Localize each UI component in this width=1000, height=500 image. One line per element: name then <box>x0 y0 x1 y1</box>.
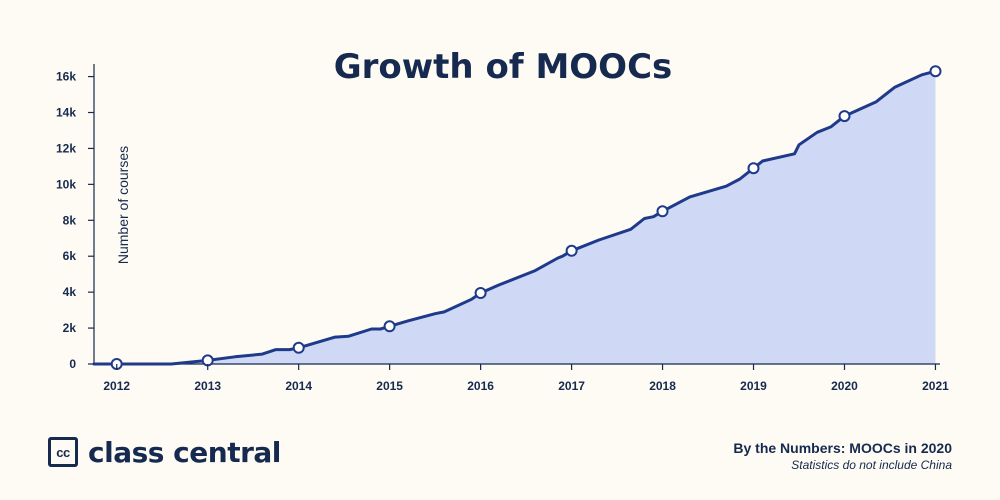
x-tick-label-2017: 2017 <box>558 379 585 393</box>
chart-title: Growth of MOOCs <box>334 47 673 87</box>
data-point-2015 <box>383 320 396 333</box>
data-point-2017 <box>565 244 578 257</box>
y-tick-label-14k: 14k <box>56 106 76 120</box>
y-tick-label-10k: 10k <box>56 177 76 191</box>
data-point-2013 <box>201 354 214 367</box>
footnote: By the Numbers: MOOCs in 2020 Statistics… <box>733 440 952 472</box>
x-tick-label-2015: 2015 <box>376 379 403 393</box>
area-layer <box>94 71 936 364</box>
data-point-2014 <box>292 341 305 354</box>
footnote-subtitle: Statistics do not include China <box>791 458 952 472</box>
y-tick-label-6k: 6k <box>63 249 77 263</box>
x-tick-label-2021: 2021 <box>922 379 949 393</box>
brand-lockup: cc class central <box>48 432 281 472</box>
area-fill <box>94 71 936 364</box>
brand-name: class central <box>88 435 281 469</box>
y-tick-label-12k: 12k <box>56 141 76 155</box>
y-axis-label: Number of courses <box>115 146 131 264</box>
footnote-title: By the Numbers: MOOCs in 2020 <box>733 440 952 456</box>
x-tick-label-2013: 2013 <box>194 379 221 393</box>
data-point-2019 <box>747 162 760 175</box>
y-tick-label-0: 0 <box>69 357 76 371</box>
x-tick-label-2014: 2014 <box>285 379 312 393</box>
axis-layer <box>93 64 940 365</box>
tick-layer: 0 2k 4k 6k 8k 10k 12k 14k 16k 2012 2013 2014 2015 201… <box>56 70 949 393</box>
x-tick-label-2012: 2012 <box>103 379 130 393</box>
y-tick-label-8k: 8k <box>63 213 77 227</box>
y-tick-label-2k: 2k <box>63 321 77 335</box>
x-tick-label-2020: 2020 <box>831 379 858 393</box>
data-point-2021 <box>929 65 942 78</box>
line-layer <box>92 69 937 366</box>
marker-layer <box>110 65 942 370</box>
x-tick-label-2019: 2019 <box>740 379 767 393</box>
data-point-2016 <box>474 287 487 299</box>
y-tick-label-16k: 16k <box>56 70 76 84</box>
data-point-2018 <box>656 205 669 218</box>
series-line <box>92 69 937 366</box>
x-tick-label-2018: 2018 <box>649 379 676 393</box>
data-point-2020 <box>838 110 851 123</box>
y-tick-label-4k: 4k <box>63 285 77 299</box>
class-central-logo-icon: cc <box>48 437 78 467</box>
x-tick-label-2016: 2016 <box>467 379 494 393</box>
